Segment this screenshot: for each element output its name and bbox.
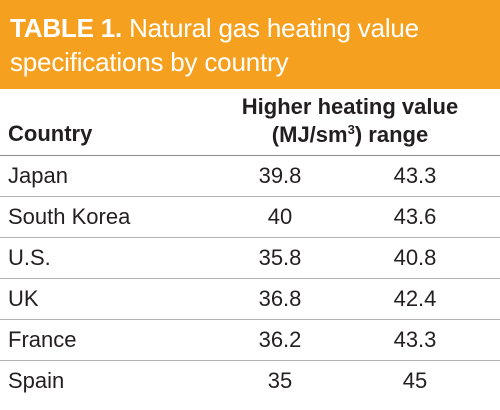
table-number-label: TABLE 1.: [10, 13, 123, 43]
table-title-line-1: TABLE 1. Natural gas heating value: [10, 11, 500, 45]
min-value-cell: 40: [267, 204, 293, 229]
heating-value-header-line-1: Higher heating value: [241, 94, 459, 119]
heating-value-column-header: Higher heating value (MJ/sm3) range: [200, 93, 500, 149]
table-title: TABLE 1. Natural gas heating value speci…: [0, 0, 500, 89]
table-row: U.S. 35.8 40.8: [0, 238, 500, 279]
table-title-line-2: specifications by country: [10, 47, 289, 77]
min-value-cell: 35.8: [258, 245, 302, 270]
range-text: ) range: [354, 122, 429, 147]
min-value-cell: 36.2: [258, 327, 302, 352]
country-cell: UK: [8, 286, 39, 311]
table-title-text-1: Natural gas heating value: [129, 13, 419, 43]
table-row: South Korea 40 43.6: [0, 197, 500, 238]
heating-value-header-line-2: (MJ/sm3) range: [200, 121, 500, 149]
max-value-cell: 40.8: [393, 245, 437, 270]
country-cell: Japan: [8, 163, 68, 188]
unit-text: (MJ/sm: [271, 122, 348, 147]
max-value-cell: 43.6: [393, 204, 437, 229]
table-row: Spain 35 45: [0, 361, 500, 402]
table-row: Japan 39.8 43.3: [0, 156, 500, 197]
country-cell: South Korea: [8, 204, 131, 229]
table-row: UK 36.8 42.4: [0, 279, 500, 320]
max-value-cell: 45: [402, 368, 428, 393]
table-body: Japan 39.8 43.3 South Korea 40 43.6 U.S.…: [0, 156, 500, 402]
country-cell: France: [8, 327, 77, 352]
table-header-row: Country Higher heating value (MJ/sm3) ra…: [0, 89, 500, 156]
min-value-cell: 35: [267, 368, 293, 393]
unit-superscript: 3: [347, 122, 355, 137]
max-value-cell: 43.3: [393, 327, 437, 352]
country-cell: Spain: [8, 368, 65, 393]
country-cell: U.S.: [8, 245, 51, 270]
country-column-header: Country: [8, 121, 93, 146]
table-row: France 36.2 43.3: [0, 320, 500, 361]
max-value-cell: 43.3: [393, 163, 437, 188]
min-value-cell: 36.8: [258, 286, 302, 311]
min-value-cell: 39.8: [258, 163, 302, 188]
max-value-cell: 42.4: [393, 286, 437, 311]
